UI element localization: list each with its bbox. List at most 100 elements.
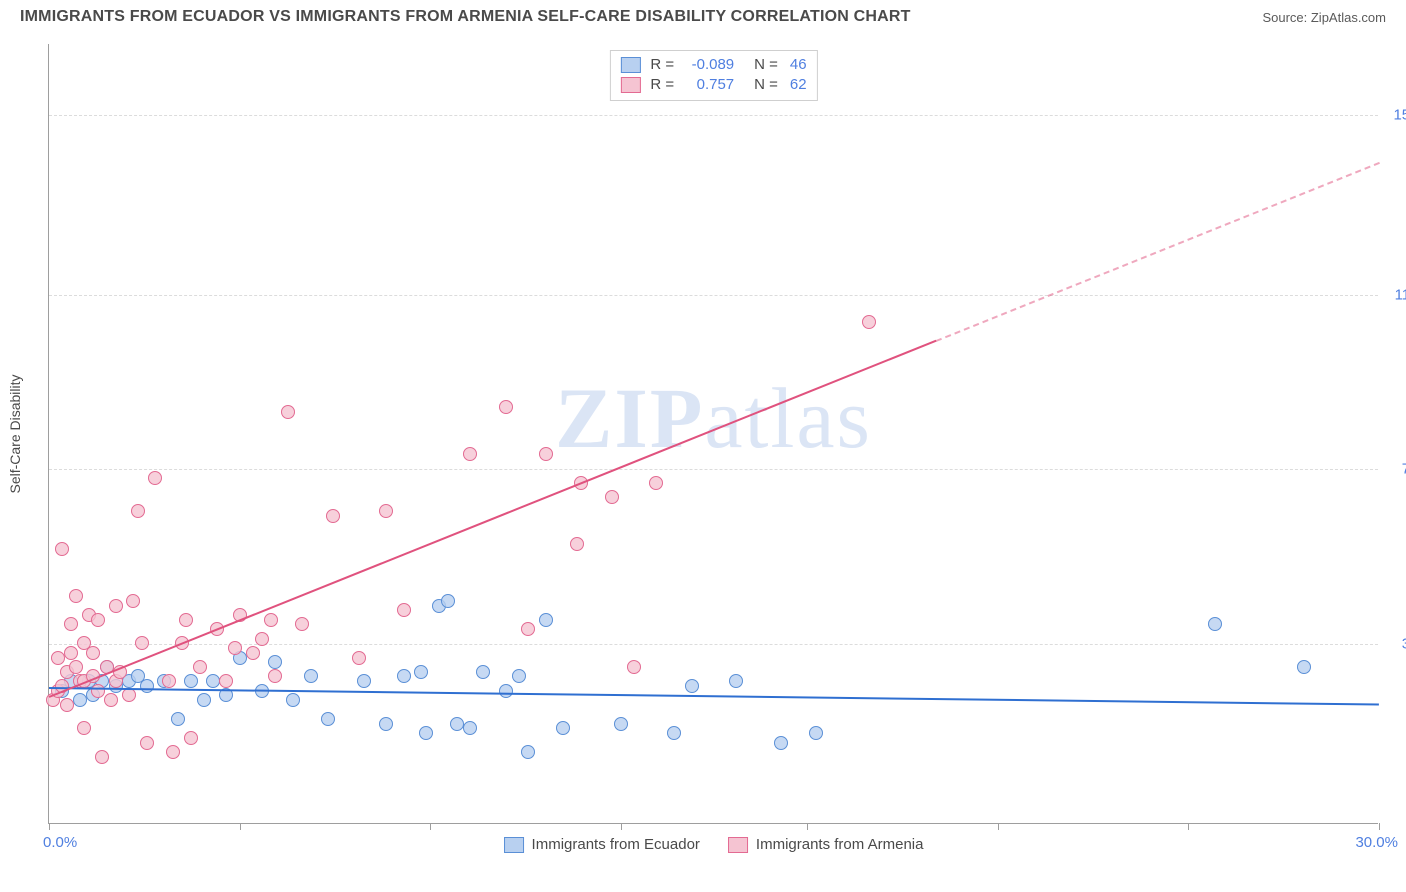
data-point <box>55 542 69 556</box>
data-point <box>86 646 100 660</box>
watermark: ZIPatlas <box>555 368 872 468</box>
r-value: 0.757 <box>682 75 734 95</box>
x-tick <box>49 823 50 830</box>
data-point <box>206 674 220 688</box>
data-point <box>264 613 278 627</box>
x-tick <box>1188 823 1189 830</box>
data-point <box>321 712 335 726</box>
legend-item: Immigrants from Ecuador <box>504 836 700 853</box>
data-point <box>91 684 105 698</box>
data-point <box>729 674 743 688</box>
data-point <box>809 726 823 740</box>
data-point <box>774 736 788 750</box>
data-point <box>219 674 233 688</box>
data-point <box>379 717 393 731</box>
data-point <box>862 315 876 329</box>
data-point <box>450 717 464 731</box>
x-axis-min-label: 0.0% <box>43 834 77 851</box>
data-point <box>512 669 526 683</box>
y-tick-label: 7.5% <box>1402 461 1406 478</box>
x-tick <box>240 823 241 830</box>
data-point <box>246 646 260 660</box>
data-point <box>64 617 78 631</box>
legend-label: Immigrants from Armenia <box>756 836 924 853</box>
data-point <box>419 726 433 740</box>
legend-stat-row: R =0.757N =62 <box>620 75 806 95</box>
data-point <box>104 693 118 707</box>
data-point <box>570 537 584 551</box>
data-point <box>77 721 91 735</box>
data-point <box>166 745 180 759</box>
x-tick <box>621 823 622 830</box>
gridline <box>49 115 1378 116</box>
data-point <box>326 509 340 523</box>
scatter-plot: ZIPatlas Self-Care Disability 0.0% 30.0%… <box>48 44 1378 824</box>
data-point <box>171 712 185 726</box>
r-value: -0.089 <box>682 55 734 75</box>
gridline <box>49 644 1378 645</box>
legend-swatch <box>620 77 640 93</box>
data-point <box>131 504 145 518</box>
data-point <box>295 617 309 631</box>
data-point <box>69 660 83 674</box>
x-axis-max-label: 30.0% <box>1355 834 1398 851</box>
data-point <box>521 745 535 759</box>
legend-label: Immigrants from Ecuador <box>532 836 700 853</box>
data-point <box>463 721 477 735</box>
data-point <box>109 599 123 613</box>
x-tick <box>807 823 808 830</box>
data-point <box>397 603 411 617</box>
data-point <box>135 636 149 650</box>
data-point <box>539 447 553 461</box>
data-point <box>73 693 87 707</box>
data-point <box>463 447 477 461</box>
n-value: 46 <box>790 55 807 75</box>
data-point <box>193 660 207 674</box>
data-point <box>197 693 211 707</box>
data-point <box>51 651 65 665</box>
x-tick <box>1379 823 1380 830</box>
data-point <box>184 731 198 745</box>
data-point <box>140 736 154 750</box>
data-point <box>122 688 136 702</box>
x-tick <box>430 823 431 830</box>
data-point <box>441 594 455 608</box>
y-tick-label: 15.0% <box>1393 106 1406 123</box>
data-point <box>499 400 513 414</box>
data-point <box>521 622 535 636</box>
data-point <box>64 646 78 660</box>
legend-stats: R =-0.089N =46R =0.757N =62 <box>609 50 817 101</box>
data-point <box>614 717 628 731</box>
page-title: IMMIGRANTS FROM ECUADOR VS IMMIGRANTS FR… <box>20 8 911 26</box>
x-tick <box>998 823 999 830</box>
data-point <box>649 476 663 490</box>
data-point <box>685 679 699 693</box>
data-point <box>69 589 83 603</box>
data-point <box>476 665 490 679</box>
data-point <box>379 504 393 518</box>
data-point <box>352 651 366 665</box>
trend-line <box>935 162 1379 342</box>
gridline <box>49 469 1378 470</box>
y-axis-label: Self-Care Disability <box>7 374 23 493</box>
data-point <box>286 693 300 707</box>
data-point <box>281 405 295 419</box>
data-point <box>184 674 198 688</box>
data-point <box>179 613 193 627</box>
data-point <box>95 750 109 764</box>
n-label: N = <box>754 75 778 95</box>
legend-stat-row: R =-0.089N =46 <box>620 55 806 75</box>
r-label: R = <box>650 55 674 75</box>
data-point <box>228 641 242 655</box>
data-point <box>162 674 176 688</box>
data-point <box>556 721 570 735</box>
data-point <box>1208 617 1222 631</box>
data-point <box>140 679 154 693</box>
data-point <box>268 655 282 669</box>
legend-item: Immigrants from Armenia <box>728 836 924 853</box>
data-point <box>126 594 140 608</box>
data-point <box>255 632 269 646</box>
trend-line <box>49 687 1379 706</box>
data-point <box>667 726 681 740</box>
y-tick-label: 3.8% <box>1402 636 1406 653</box>
